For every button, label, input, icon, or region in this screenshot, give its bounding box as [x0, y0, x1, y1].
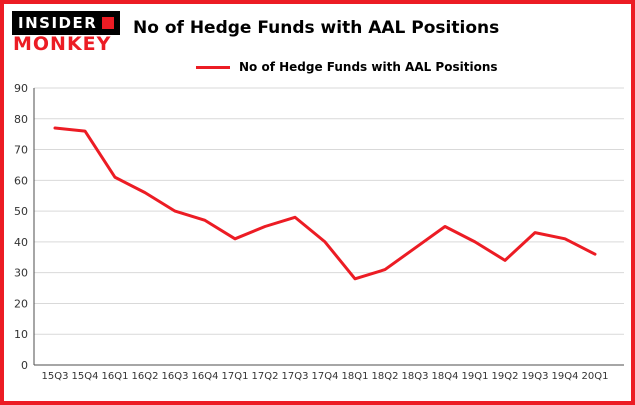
- x-tick-label: 18Q4: [432, 371, 459, 382]
- x-tick-label: 17Q3: [282, 371, 309, 382]
- y-tick-label: 0: [21, 359, 28, 372]
- x-tick-label: 19Q3: [522, 371, 549, 382]
- y-tick-label: 70: [14, 144, 28, 157]
- x-tick-label: 16Q3: [162, 371, 189, 382]
- x-tick-label: 16Q2: [132, 371, 159, 382]
- insider-monkey-logo: INSIDER MONKEY: [12, 11, 121, 55]
- x-tick-label: 16Q1: [102, 371, 129, 382]
- x-tick-label: 19Q1: [462, 371, 489, 382]
- logo-monkey-text: MONKEY: [13, 33, 112, 55]
- y-tick-label: 40: [14, 236, 28, 249]
- x-tick-label: 19Q2: [492, 371, 519, 382]
- y-tick-label: 10: [14, 328, 28, 341]
- x-tick-label: 17Q1: [222, 371, 249, 382]
- x-tick-label: 19Q4: [552, 371, 579, 382]
- x-tick-label: 18Q2: [372, 371, 399, 382]
- x-tick-label: 18Q3: [402, 371, 429, 382]
- x-tick-label: 17Q4: [312, 371, 339, 382]
- x-tick-label: 17Q2: [252, 371, 279, 382]
- monkey-icon: [102, 17, 115, 29]
- logo-top-row: INSIDER: [12, 11, 121, 35]
- x-tick-label: 20Q1: [582, 371, 609, 382]
- y-tick-label: 30: [14, 267, 28, 280]
- logo-insider-text: INSIDER: [18, 14, 98, 32]
- chart-title: No of Hedge Funds with AAL Positions: [133, 18, 500, 38]
- legend-line-swatch: [196, 65, 230, 69]
- x-tick-label: 15Q3: [42, 371, 69, 382]
- x-tick-label: 15Q4: [72, 371, 99, 382]
- y-tick-label: 20: [14, 297, 28, 310]
- y-tick-label: 50: [14, 205, 28, 218]
- data-line-aal: [53, 126, 597, 281]
- legend-label: No of Hedge Funds with AAL Positions: [239, 60, 498, 74]
- y-tick-label: 90: [14, 82, 28, 95]
- legend: No of Hedge Funds with AAL Positions: [196, 60, 498, 74]
- y-tick-label: 60: [14, 174, 28, 187]
- x-tick-label: 18Q1: [342, 371, 369, 382]
- x-tick-label: 16Q4: [192, 371, 219, 382]
- y-tick-label: 80: [14, 113, 28, 126]
